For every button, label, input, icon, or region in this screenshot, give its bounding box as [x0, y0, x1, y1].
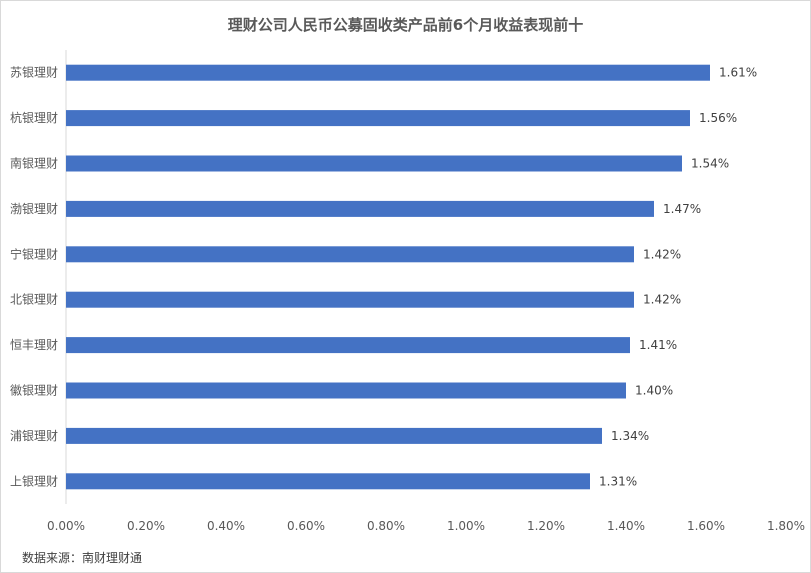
- data-label: 1.42%: [643, 293, 681, 307]
- bar: [66, 427, 602, 444]
- x-tick-label: 1.80%: [767, 519, 805, 533]
- x-tick-label: 1.20%: [527, 519, 565, 533]
- data-label: 1.56%: [699, 111, 737, 125]
- category-label: 恒丰理财: [10, 338, 58, 352]
- data-label: 1.34%: [611, 429, 649, 443]
- x-tick-label: 0.80%: [367, 519, 405, 533]
- x-tick-label: 0.20%: [127, 519, 165, 533]
- data-label: 1.40%: [635, 384, 673, 398]
- chart-title: 理财公司人民币公募固收类产品前6个月收益表现前十: [227, 16, 584, 34]
- category-label: 渤银理财: [10, 202, 58, 216]
- data-label: 1.42%: [643, 247, 681, 261]
- category-label: 北银理财: [10, 293, 58, 307]
- bar: [66, 473, 590, 490]
- data-label: 1.54%: [691, 157, 729, 171]
- x-tick-label: 0.60%: [287, 519, 325, 533]
- category-label: 杭银理财: [10, 110, 58, 125]
- category-label: 苏银理财: [10, 66, 58, 80]
- data-label: 1.41%: [639, 338, 677, 352]
- category-label: 徽银理财: [10, 383, 58, 398]
- data-label: 1.61%: [719, 66, 757, 80]
- x-tick-label: 1.00%: [447, 519, 485, 533]
- data-label: 1.31%: [599, 474, 637, 488]
- bar: [66, 382, 626, 399]
- category-label: 上银理财: [10, 474, 58, 488]
- bar: [66, 246, 634, 263]
- category-label: 宁银理财: [10, 246, 58, 261]
- bar: [66, 200, 654, 217]
- data-label: 1.47%: [663, 202, 701, 216]
- bar: [66, 155, 682, 172]
- bar: [66, 337, 630, 354]
- bar: [66, 110, 690, 127]
- x-tick-label: 0.00%: [47, 519, 85, 533]
- x-tick-label: 0.40%: [207, 519, 245, 533]
- source-note: 数据来源：南财理财通: [22, 551, 143, 565]
- bar: [66, 291, 634, 308]
- category-label: 南银理财: [10, 156, 58, 171]
- x-tick-label: 1.40%: [607, 519, 645, 533]
- category-label: 浦银理财: [10, 429, 58, 443]
- bar: [66, 64, 710, 81]
- x-tick-label: 1.60%: [687, 519, 725, 533]
